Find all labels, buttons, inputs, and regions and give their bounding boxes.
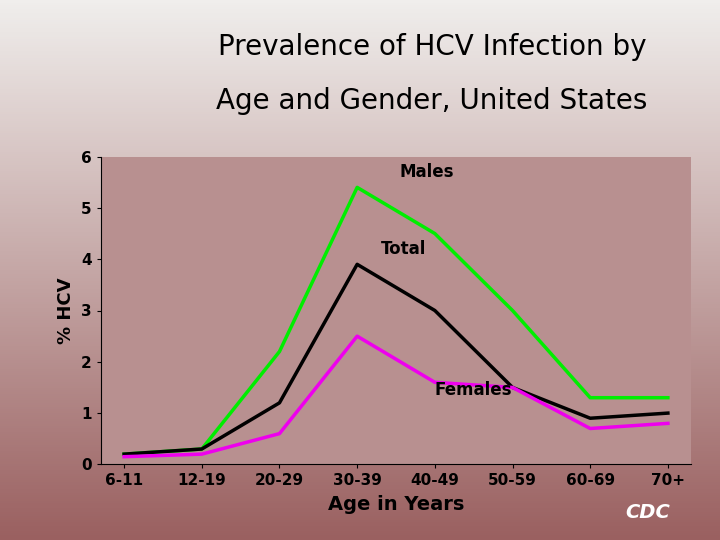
Text: Males: Males	[400, 163, 454, 181]
X-axis label: Age in Years: Age in Years	[328, 495, 464, 515]
Text: CDC: CDC	[626, 503, 670, 523]
Text: Females: Females	[435, 381, 513, 399]
Text: Total: Total	[380, 240, 426, 258]
Text: Age and Gender, United States: Age and Gender, United States	[216, 87, 648, 115]
Y-axis label: % HCV: % HCV	[58, 277, 76, 344]
Text: Prevalence of HCV Infection by: Prevalence of HCV Infection by	[217, 33, 647, 61]
